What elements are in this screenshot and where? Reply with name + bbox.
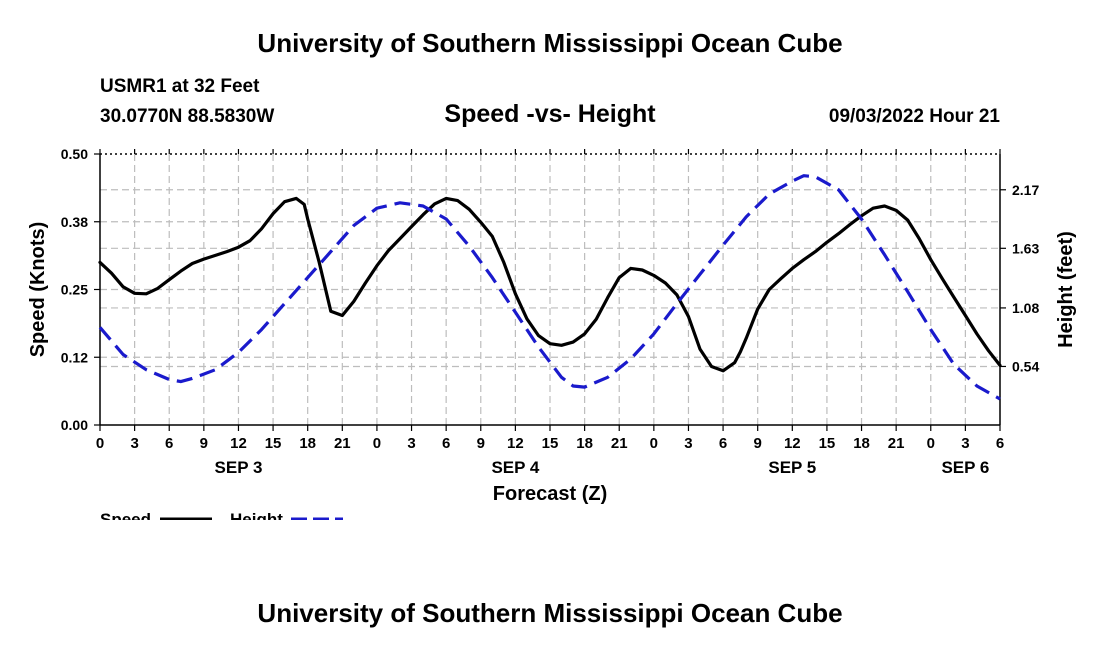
x-tick-label: 6 — [442, 435, 450, 452]
day-label: SEP 6 — [941, 458, 989, 477]
x-tick-label: 9 — [200, 435, 208, 452]
day-label: SEP 5 — [768, 458, 816, 477]
legend-label: Speed — [100, 510, 151, 520]
x-tick-label: 6 — [165, 435, 173, 452]
y-tick-label: 0.25 — [61, 282, 88, 298]
y-tick-label: 0.12 — [61, 349, 88, 365]
chart-subtitle: Speed -vs- Height — [444, 100, 656, 128]
y-axis-title: Speed (Knots) — [27, 222, 49, 358]
x-tick-label: 0 — [373, 435, 381, 452]
x-tick-label: 3 — [130, 435, 138, 452]
x-tick-label: 15 — [265, 435, 282, 452]
series-line-height — [98, 174, 1001, 401]
chart-title-top: University of Southern Mississippi Ocean… — [257, 28, 843, 58]
y2-axis-title: Height (feet) — [1055, 231, 1077, 348]
x-tick-label: 15 — [819, 435, 836, 452]
x-tick-label: 3 — [684, 435, 692, 452]
x-tick-label: 12 — [230, 435, 247, 452]
x-tick-label: 3 — [407, 435, 415, 452]
y-tick-label: 0.50 — [61, 146, 88, 162]
x-tick-label: 18 — [853, 435, 870, 452]
x-tick-label: 15 — [542, 435, 559, 452]
x-tick-label: 0 — [927, 435, 935, 452]
x-tick-label: 0 — [650, 435, 658, 452]
x-tick-label: 12 — [784, 435, 801, 452]
y2-tick-label: 1.63 — [1012, 240, 1039, 256]
x-tick-label: 18 — [576, 435, 593, 452]
y-tick-label: 0.00 — [61, 417, 88, 433]
x-tick-label: 0 — [96, 435, 104, 452]
y2-tick-label: 2.17 — [1012, 182, 1039, 198]
x-tick-label: 18 — [299, 435, 316, 452]
series-line-speed — [98, 196, 1002, 373]
x-tick-label: 3 — [961, 435, 969, 452]
x-tick-label: 9 — [477, 435, 485, 452]
speed-height-chart: 0 3 6 9 12 15 18 21 0 3 6 9 12 15 18 21 0 3 6 9 12 15 18 21 0 3 6 0… — [27, 146, 1077, 520]
x-tick-label: 21 — [888, 435, 905, 452]
x-tick-label: 6 — [996, 435, 1004, 452]
x-tick-label: 21 — [334, 435, 351, 452]
day-label: SEP 3 — [215, 458, 263, 477]
x-tick-label: 6 — [719, 435, 727, 452]
x-tick-label: 12 — [507, 435, 524, 452]
chart-title-bottom: University of Southern Mississippi Ocean… — [257, 598, 843, 628]
legend-label: Height — [230, 510, 283, 520]
station-coords: 30.0770N 88.5830W — [100, 106, 275, 127]
x-tick-label: 9 — [754, 435, 762, 452]
y2-tick-label: 0.54 — [1012, 358, 1039, 374]
station-label: USMR1 at 32 Feet — [100, 76, 260, 97]
day-label: SEP 4 — [491, 458, 539, 477]
y2-tick-label: 1.08 — [1012, 300, 1039, 316]
y-tick-label: 0.38 — [61, 214, 88, 230]
forecast-datetime: 09/03/2022 Hour 21 — [828, 106, 1000, 127]
x-tick-label: 21 — [611, 435, 628, 452]
x-axis-title: Forecast (Z) — [493, 483, 607, 505]
